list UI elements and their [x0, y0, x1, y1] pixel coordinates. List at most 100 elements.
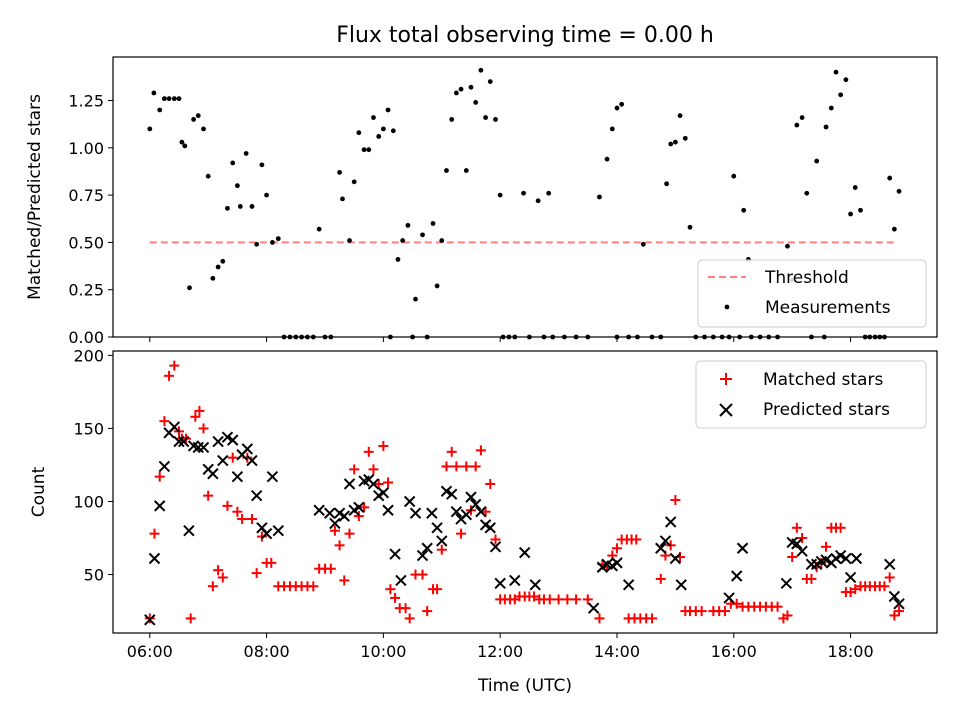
matched-star-point: [159, 416, 170, 427]
ratio-legend-box: [697, 259, 927, 328]
measurement-point: [483, 115, 488, 120]
matched-star-point: [329, 525, 340, 536]
measurement-point: [225, 205, 230, 211]
matched-star-point: [266, 557, 277, 568]
matched-star-point: [251, 568, 262, 579]
predicted-star-point: [659, 535, 672, 547]
predicted-star-point: [796, 545, 808, 557]
predicted-star-point: [489, 541, 502, 553]
measurement-point: [385, 107, 391, 113]
matched-legend-label: Matched stars: [763, 370, 883, 390]
measurement-point: [316, 226, 322, 232]
predicted-star-point: [266, 470, 279, 483]
predicted-star-point: [323, 507, 336, 519]
measurement-point: [794, 122, 800, 128]
y-tick-label: 150: [73, 419, 104, 438]
measurement-point: [151, 90, 157, 96]
matched-star-point: [334, 540, 345, 551]
predicted-star-point: [664, 516, 677, 528]
matched-star-point: [485, 478, 496, 489]
matched-star-point: [232, 506, 243, 517]
matched-star-point: [385, 584, 396, 595]
measurement-point: [182, 143, 188, 149]
matched-star-point: [490, 534, 501, 545]
predicted-star-point: [834, 549, 847, 562]
matched-star-point: [237, 514, 248, 525]
predicted-star-point: [241, 443, 254, 455]
predicted-star-point: [272, 525, 284, 537]
matched-star-point: [436, 544, 447, 555]
measurement-point: [521, 190, 526, 196]
predicted-star-point: [446, 488, 458, 500]
measurement-point: [609, 126, 615, 132]
matched-star-point: [185, 613, 196, 624]
predicted-star-point: [329, 517, 341, 530]
y-tick-label: 50: [84, 566, 104, 585]
measurement-point: [147, 126, 153, 132]
measurement-point: [478, 67, 484, 73]
matched-star-point: [383, 477, 394, 488]
predicted-star-point: [173, 435, 185, 448]
predicted-star-point: [465, 491, 477, 503]
predicted-star-point: [519, 546, 531, 559]
measurement-point: [195, 113, 201, 119]
matched-star-point: [190, 411, 201, 422]
y-tick-label: 0.00: [68, 328, 104, 347]
measurement-point: [896, 188, 902, 194]
matched-star-point: [582, 594, 593, 605]
matched-star-point: [879, 581, 890, 592]
measurement-point: [405, 222, 411, 228]
measurement-point: [823, 124, 829, 130]
matched-star-point: [207, 581, 218, 592]
ratio-legend: Threshold Measurements: [697, 259, 927, 328]
measurement-point: [682, 135, 688, 141]
measurement-point: [828, 105, 834, 111]
y-tick-label: 200: [73, 346, 104, 365]
measurement-point: [234, 183, 240, 189]
predicted-star-point: [888, 590, 901, 603]
predicted-star-point: [484, 522, 496, 534]
count-legend: Matched stars Predicted stars: [695, 360, 927, 429]
matched-star-point: [461, 461, 472, 472]
measurement-point: [220, 258, 226, 264]
matched-star-point: [144, 613, 155, 624]
measurement-point: [337, 170, 342, 175]
predicted-star-point: [217, 454, 229, 467]
measurement-point: [887, 175, 893, 181]
matched-star-point: [256, 531, 267, 542]
measurement-point: [157, 107, 163, 113]
matched-star-point: [417, 569, 428, 580]
measurement-point: [473, 100, 479, 105]
predicted-star-point: [675, 579, 687, 591]
matched-star-point: [544, 594, 555, 605]
measurement-point: [799, 115, 805, 120]
measurement-point: [395, 257, 401, 262]
measurement-point: [390, 128, 396, 134]
matched-star-point: [894, 606, 905, 617]
matched-star-point: [404, 613, 415, 624]
measurement-point: [166, 96, 172, 102]
matched-star-point: [571, 594, 582, 605]
measurement-point: [347, 238, 352, 243]
matched-star-point: [451, 461, 462, 472]
matched-star-point: [670, 495, 681, 506]
predicted-star-point: [158, 460, 171, 473]
predicted-star-point: [395, 574, 407, 587]
measurement-point: [731, 173, 737, 179]
matched-star-point: [363, 446, 374, 457]
matched-star-point: [198, 423, 209, 434]
predicted-star-point: [893, 598, 905, 610]
matched-star-point: [631, 534, 642, 545]
matched-star-point: [353, 511, 364, 522]
measurement-point: [215, 264, 221, 270]
matched-star-point: [529, 591, 540, 602]
matched-star-point: [154, 471, 165, 482]
measurement-point: [804, 190, 810, 196]
measurement-point: [400, 238, 406, 243]
matched-star-point: [456, 528, 467, 539]
measurement-point: [614, 105, 620, 111]
measurement-point: [687, 224, 693, 230]
matched-star-point: [791, 522, 802, 533]
ratio-panel: 0.00 0.25 0.50 0.75 1.00 1.25 Matched/Predict…: [25, 56, 938, 347]
matched-star-point: [562, 594, 573, 605]
